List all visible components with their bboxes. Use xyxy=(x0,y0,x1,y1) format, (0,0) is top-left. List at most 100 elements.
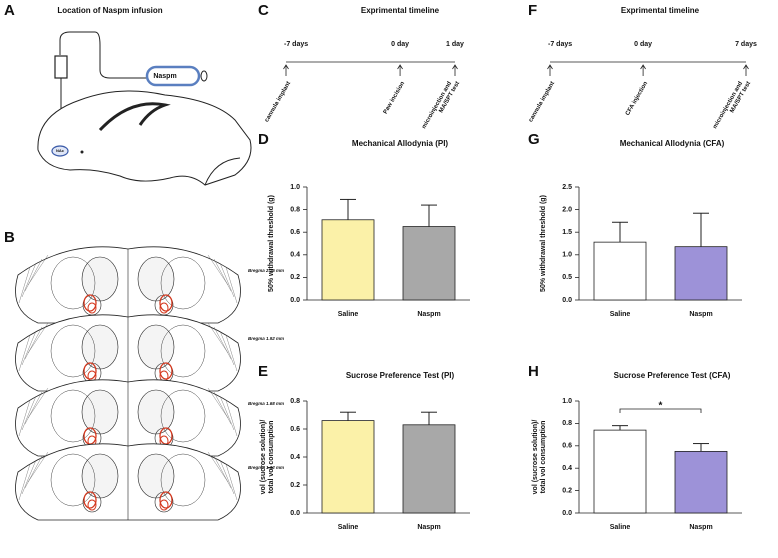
chart-title: Sucrose Preference Test (CFA) xyxy=(614,371,731,380)
cortex-line xyxy=(213,455,232,489)
y-tick-label: 1.0 xyxy=(562,252,572,259)
y-tick-label: 1.5 xyxy=(562,229,572,236)
y-tick-label: 0.8 xyxy=(290,398,300,405)
section-label: Bregma 2.16 mm xyxy=(248,268,284,273)
panel-letter: D xyxy=(258,131,269,148)
cortex-line xyxy=(219,395,235,431)
brain-outline xyxy=(37,90,252,186)
panel-title: Exprimental timeline xyxy=(361,6,440,15)
cortex-line xyxy=(18,463,31,501)
cortex-line xyxy=(27,451,49,483)
injection-site xyxy=(87,499,97,511)
cortex-line xyxy=(225,266,238,304)
y-tick-label: 0.4 xyxy=(290,454,300,461)
cortex-line xyxy=(207,451,229,483)
y-tick-label: 0.0 xyxy=(290,510,300,517)
injection-site xyxy=(87,302,97,314)
syringe-label: Naspm xyxy=(153,73,176,80)
cortex-line xyxy=(219,330,235,366)
cortex-line xyxy=(219,459,235,495)
target-label: NAc xyxy=(56,148,65,153)
cortex-line xyxy=(225,334,238,372)
striatum xyxy=(160,256,206,310)
event-label: cannula implant xyxy=(264,81,292,124)
significance-bracket xyxy=(619,408,702,413)
event-label: Paw incision xyxy=(383,80,407,115)
injection-site xyxy=(159,294,173,312)
x-tick-label: Saline xyxy=(338,311,359,318)
panel-letter: E xyxy=(258,363,268,380)
cortex-line xyxy=(24,455,43,489)
section-label: Bregma 1.92 mm xyxy=(248,336,284,341)
cortex-line xyxy=(225,399,238,437)
event-label: cannula implant xyxy=(528,81,556,124)
x-tick-label: Saline xyxy=(338,524,359,531)
injection-site xyxy=(159,491,173,509)
section-label: Bregma 1.32 mm xyxy=(248,465,284,470)
y-tick-label: 0.6 xyxy=(562,443,572,450)
cortex-line xyxy=(27,254,49,286)
cortex-line xyxy=(225,463,238,501)
cortex-line xyxy=(219,262,235,298)
event-arrow xyxy=(743,64,749,76)
tubing xyxy=(59,31,150,79)
y-axis-label: total vol consumption xyxy=(540,421,547,494)
bar xyxy=(402,424,456,514)
y-tick-label: 0.0 xyxy=(562,510,572,517)
corpus-callosum xyxy=(98,102,171,132)
section-label: Bregma 1.68 mm xyxy=(248,401,284,406)
y-tick-label: 0.2 xyxy=(290,482,300,489)
y-axis-label: vol (sucrose solution)/ xyxy=(260,420,267,495)
y-tick-label: 0.6 xyxy=(290,426,300,433)
x-tick-label: Naspm xyxy=(417,524,440,531)
cortex-line xyxy=(213,326,232,360)
chart-title: Mechanical Allodynia (PI) xyxy=(352,139,449,148)
panel-letter: A xyxy=(4,2,15,19)
striatum xyxy=(160,453,206,507)
panel-b: B Bregma 2.16 mm Bregma 1.92 mm Bregma 1.6… xyxy=(4,229,284,521)
cortex-line xyxy=(18,334,31,372)
striatum xyxy=(50,324,96,378)
cortex-line xyxy=(18,399,31,437)
y-tick-label: 0.8 xyxy=(290,206,300,213)
cortex-line xyxy=(27,387,49,419)
panel-a: A Location of Naspm infusion Naspm NAc xyxy=(4,2,252,186)
y-axis-label: vol (sucrose solution)/ xyxy=(532,420,539,495)
event-arrow xyxy=(547,64,553,76)
bar xyxy=(321,219,375,301)
striatum xyxy=(50,453,96,507)
cortex-line xyxy=(207,254,229,286)
x-tick-label: Naspm xyxy=(689,524,712,531)
cortex-line xyxy=(213,258,232,292)
event-label: CFA injection xyxy=(625,81,649,117)
event-arrow xyxy=(397,64,403,76)
significance-label: * xyxy=(659,401,663,412)
panel-letter: G xyxy=(528,131,540,148)
y-tick-label: 0.4 xyxy=(562,465,572,472)
x-tick-label: Saline xyxy=(610,524,631,531)
time-label: 0 day xyxy=(391,41,409,48)
plunger xyxy=(200,70,208,82)
y-tick-label: 0.0 xyxy=(562,297,572,304)
cortex-line xyxy=(207,387,229,419)
chart-title: Sucrose Preference Test (PI) xyxy=(346,371,455,380)
x-tick-label: Naspm xyxy=(417,311,440,318)
cortex-line xyxy=(207,322,229,354)
y-axis-label: 50% withdrawal threshold (g) xyxy=(268,195,275,292)
time-label: 1 day xyxy=(446,41,464,48)
y-tick-label: 0.5 xyxy=(562,274,572,281)
y-tick-label: 0.0 xyxy=(290,297,300,304)
cortex-line xyxy=(24,326,43,360)
y-tick-label: 2.0 xyxy=(562,206,572,213)
y-axis-label: total vol consumption xyxy=(268,421,275,494)
y-tick-label: 0.2 xyxy=(562,487,572,494)
event-arrow xyxy=(640,64,646,76)
cortex-line xyxy=(21,330,37,366)
y-tick-label: 0.8 xyxy=(562,420,572,427)
panel-letter: C xyxy=(258,2,269,19)
event-arrow xyxy=(283,64,289,76)
syringe xyxy=(145,65,201,87)
striatum xyxy=(50,256,96,310)
panel-title: Location of Naspm infusion xyxy=(57,6,162,15)
